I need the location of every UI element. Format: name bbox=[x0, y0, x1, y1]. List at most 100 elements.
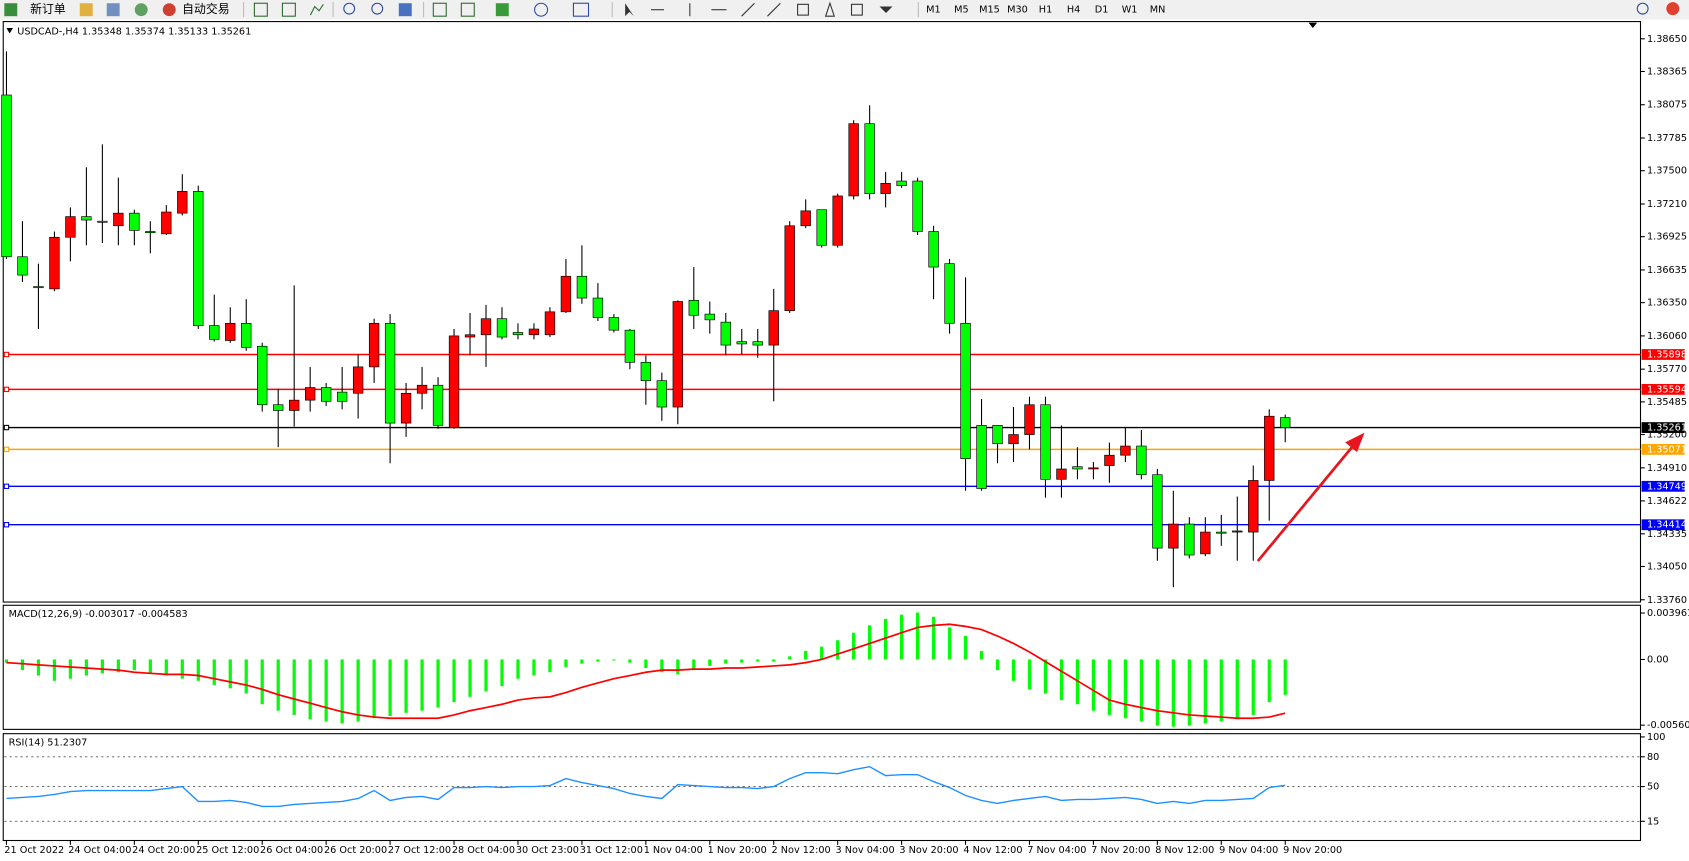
y-tick-label: 1.35200 bbox=[1647, 430, 1687, 441]
toolbar-icon[interactable] bbox=[79, 3, 93, 17]
templates-icon[interactable] bbox=[572, 2, 590, 17]
macd-bar bbox=[836, 640, 840, 660]
macd-bar bbox=[564, 659, 568, 667]
candle-body bbox=[896, 180, 907, 186]
macd-bar bbox=[979, 650, 984, 660]
candle-body bbox=[640, 361, 652, 381]
price-label-bg bbox=[1641, 383, 1685, 395]
x-tick-label: 7 Nov 04:00 bbox=[1027, 845, 1086, 856]
price-label: 1.35898 bbox=[1647, 349, 1687, 360]
arrows-icon[interactable] bbox=[879, 6, 893, 13]
horizontal-line-handle bbox=[3, 424, 10, 431]
candle-body bbox=[336, 391, 348, 402]
candle-body bbox=[704, 313, 715, 321]
bar-chart-icon[interactable] bbox=[253, 2, 268, 17]
toolbar-icon[interactable] bbox=[432, 2, 447, 17]
new-order-button[interactable]: 新订单 bbox=[30, 2, 66, 16]
alert-icon[interactable] bbox=[1666, 2, 1680, 16]
candle-body bbox=[97, 220, 108, 223]
timeframe-button[interactable]: MN bbox=[1150, 5, 1166, 16]
macd-bar bbox=[516, 659, 520, 679]
macd-bar bbox=[724, 659, 728, 664]
y-tick-label: 80 bbox=[1647, 752, 1659, 763]
zoom-in-icon[interactable] bbox=[343, 2, 356, 15]
tile-icon[interactable] bbox=[398, 3, 412, 17]
zoom-out-icon[interactable] bbox=[371, 2, 384, 15]
macd-bar bbox=[1107, 659, 1112, 715]
auto-trading-icon[interactable] bbox=[162, 3, 176, 17]
timeframe-button[interactable]: M5 bbox=[954, 5, 969, 16]
macd-bar bbox=[500, 659, 504, 687]
macd-bar bbox=[148, 659, 152, 674]
candle-chart-icon[interactable] bbox=[281, 2, 296, 17]
y-tick-label: 1.34050 bbox=[1647, 561, 1687, 572]
macd-title: MACD(12,26,9) -0.003017 -0.004583 bbox=[9, 609, 188, 620]
candle-body bbox=[161, 211, 172, 235]
candle-body bbox=[928, 231, 939, 268]
y-tick-label: 0.003961 bbox=[1647, 608, 1689, 619]
macd-bar bbox=[52, 659, 57, 681]
timeframe-button[interactable]: M1 bbox=[926, 5, 941, 16]
trendline-icon[interactable] bbox=[741, 2, 755, 17]
y-tick-label: 1.34910 bbox=[1647, 463, 1687, 474]
y-tick-label: 1.35770 bbox=[1647, 364, 1687, 375]
timeframe-button[interactable]: M30 bbox=[1007, 5, 1028, 16]
shift-marker bbox=[1308, 22, 1318, 29]
candle-body bbox=[1120, 445, 1131, 456]
horizontal-line-handle bbox=[3, 483, 10, 489]
chart-title: USDCAD-,H4 1.35348 1.35374 1.35133 1.352… bbox=[17, 26, 251, 37]
x-tick-label: 8 Nov 12:00 bbox=[1155, 845, 1214, 856]
candle-body bbox=[944, 263, 955, 324]
macd-bar bbox=[484, 659, 488, 692]
candle-body bbox=[1264, 415, 1275, 481]
macd-bar bbox=[196, 659, 200, 681]
x-tick-label: 7 Nov 20:00 bbox=[1091, 845, 1150, 856]
text-icon[interactable] bbox=[824, 1, 836, 17]
timeframe-button[interactable]: H4 bbox=[1067, 5, 1080, 16]
candle-body bbox=[384, 322, 396, 424]
macd-bar bbox=[660, 659, 664, 673]
y-tick-label: 1.36060 bbox=[1647, 331, 1687, 342]
macd-bar bbox=[436, 659, 440, 708]
auto-trading-button[interactable]: 自动交易 bbox=[182, 2, 229, 16]
toolbar-icon[interactable] bbox=[134, 3, 148, 17]
line-chart-icon[interactable] bbox=[309, 4, 324, 16]
candle-body bbox=[65, 216, 76, 238]
toolbar-icon[interactable] bbox=[106, 3, 120, 17]
candle-body bbox=[672, 301, 683, 408]
candle-body bbox=[992, 425, 1003, 445]
macd-bar bbox=[628, 659, 632, 663]
label-icon[interactable] bbox=[850, 3, 863, 16]
macd-bar bbox=[132, 659, 136, 671]
indicators-icon[interactable] bbox=[495, 3, 509, 17]
fibo-icon[interactable] bbox=[767, 2, 781, 17]
candle-body bbox=[209, 325, 220, 340]
timeframe-button[interactable]: W1 bbox=[1122, 5, 1138, 16]
price-label-bg bbox=[1641, 480, 1685, 492]
candle-body bbox=[1, 94, 12, 258]
y-tick-label: 1.34622 bbox=[1647, 496, 1687, 507]
search-icon[interactable] bbox=[1636, 2, 1649, 15]
timeframe-button[interactable]: M15 bbox=[979, 5, 1000, 16]
macd-bar bbox=[852, 632, 856, 660]
timeframe-button[interactable]: H1 bbox=[1039, 5, 1052, 16]
periods-icon[interactable] bbox=[534, 2, 549, 17]
toolbar-icon[interactable] bbox=[460, 2, 475, 17]
candle-body bbox=[1280, 417, 1291, 428]
candle-body bbox=[177, 191, 188, 214]
macd-bar bbox=[931, 616, 936, 660]
new-order-icon[interactable] bbox=[4, 3, 18, 17]
candle-body bbox=[257, 345, 268, 406]
timeframe-button[interactable]: D1 bbox=[1095, 5, 1109, 16]
candle-body bbox=[880, 183, 891, 194]
channel-icon[interactable] bbox=[797, 3, 809, 16]
x-tick-label: 3 Nov 20:00 bbox=[899, 845, 958, 856]
macd-bar bbox=[324, 659, 328, 722]
macd-bar bbox=[596, 659, 600, 662]
candle-body bbox=[800, 210, 811, 227]
x-tick-label: 27 Oct 12:00 bbox=[388, 845, 451, 856]
macd-bar bbox=[644, 659, 648, 669]
horizontal-line-handle bbox=[3, 446, 10, 453]
macd-bar bbox=[1027, 659, 1032, 690]
